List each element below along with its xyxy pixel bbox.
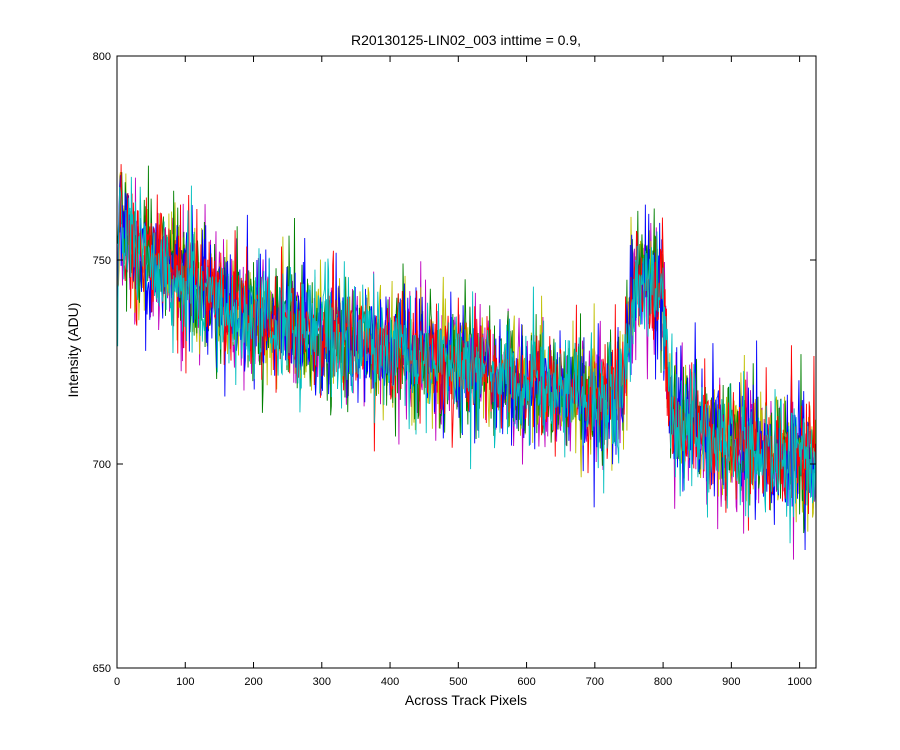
x-tick-label: 200 xyxy=(244,676,262,688)
y-axis: 650 700 750 800 xyxy=(93,51,816,675)
y-tick-label: 650 xyxy=(93,663,111,675)
y-tick-label: 700 xyxy=(93,459,111,471)
chart-title: R20130125-LIN02_003 inttime = 0.9, xyxy=(351,32,581,48)
y-tick-label: 800 xyxy=(93,51,111,63)
x-tick-label: 800 xyxy=(654,676,672,688)
series-layer xyxy=(117,164,816,560)
x-tick-label: 700 xyxy=(586,676,604,688)
x-tick-label: 300 xyxy=(313,676,331,688)
plot-area xyxy=(116,55,817,669)
x-tick-label: 1000 xyxy=(787,676,811,688)
series-line xyxy=(117,164,816,531)
x-axis-label: Across Track Pixels xyxy=(405,692,527,708)
x-tick-label: 900 xyxy=(722,676,740,688)
x-tick-label: 500 xyxy=(449,676,467,688)
x-tick-label: 600 xyxy=(517,676,535,688)
y-tick-label: 750 xyxy=(93,255,111,267)
axes-box xyxy=(116,55,817,669)
y-axis-label: Intensity (ADU) xyxy=(65,303,81,398)
x-tick-label: 0 xyxy=(114,676,120,688)
series-line xyxy=(117,176,816,544)
x-axis: 0 100 200 300 400 500 600 700 800 900 1000 xyxy=(114,56,812,688)
x-tick-label: 100 xyxy=(176,676,194,688)
x-tick-label: 400 xyxy=(381,676,399,688)
